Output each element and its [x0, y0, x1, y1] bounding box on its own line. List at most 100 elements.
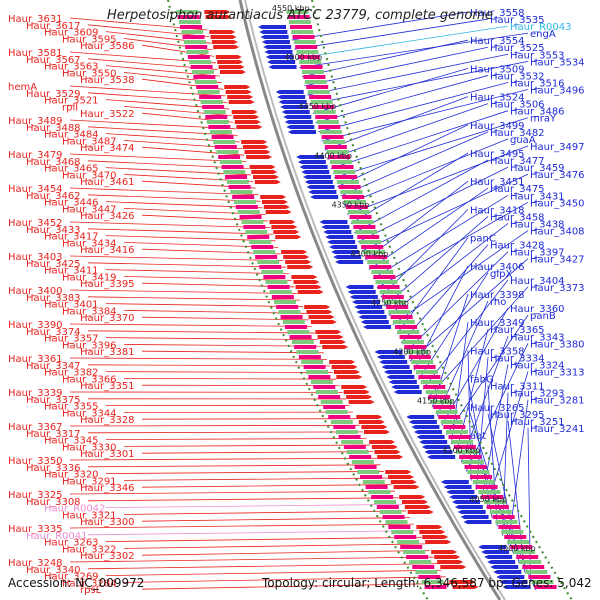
- forward-gene: [361, 425, 388, 429]
- connector-left: [105, 503, 403, 508]
- cog-block-left: [351, 460, 374, 464]
- forward-gene: [319, 340, 346, 344]
- connector-right: [446, 314, 529, 435]
- gene-label-right: Haur_3360: [510, 304, 565, 315]
- cog-block-left: [196, 85, 219, 89]
- tick-band-left: [167, 0, 429, 600]
- connector-right: [312, 68, 469, 114]
- cog-block-left: [385, 520, 408, 524]
- gene-label-left: Haur_3609: [44, 28, 99, 39]
- cog-block-left: [291, 340, 314, 344]
- connector-left: [141, 316, 309, 321]
- cog-block-left: [303, 365, 326, 369]
- forward-gene: [348, 400, 375, 404]
- reverse-gene: [281, 110, 310, 114]
- reverse-gene: [264, 50, 293, 54]
- gene-label-right: Haur_3295: [490, 410, 545, 421]
- cog-block-right: [307, 90, 330, 94]
- cog-block-left: [265, 280, 288, 284]
- tick-label: 4350 kbp: [332, 200, 370, 209]
- connector-left: [141, 583, 450, 590]
- cog-block-left: [186, 50, 209, 54]
- cog-block-right: [323, 140, 346, 144]
- reverse-gene: [327, 240, 356, 244]
- gene-label-left: Haur_3631: [8, 14, 63, 25]
- gene-label-left: Haur_3401: [44, 300, 99, 311]
- forward-gene: [437, 560, 464, 564]
- cog-block-right: [401, 340, 424, 344]
- reverse-gene: [278, 100, 307, 104]
- reverse-gene: [376, 355, 405, 359]
- gene-label-right: Haur_3506: [490, 100, 545, 111]
- connector-right: [315, 75, 489, 124]
- reverse-gene: [388, 380, 417, 384]
- cog-block-right: [386, 305, 409, 309]
- cog-block-right: [331, 165, 354, 169]
- reverse-gene: [452, 500, 480, 504]
- cog-block-left: [267, 285, 290, 289]
- connector-right: [337, 124, 469, 188]
- cog-block-right: [428, 395, 451, 399]
- cog-block-right: [498, 525, 521, 529]
- connector-right: [354, 159, 489, 234]
- connector-right: [361, 173, 529, 252]
- connector-left: [123, 106, 232, 117]
- reverse-gene: [379, 360, 408, 364]
- reverse-gene: [440, 480, 469, 484]
- reverse-gene: [457, 510, 486, 514]
- tick-label: 4500 kbp: [284, 53, 322, 62]
- cog-block-left: [176, 10, 199, 14]
- cog-block-left: [282, 320, 305, 324]
- gene-label-right: Haur_3554: [470, 36, 525, 47]
- forward-gene: [283, 255, 310, 259]
- gene-label-left: Haur_3308: [26, 497, 81, 508]
- tick-label: 4550 kbp: [272, 4, 310, 13]
- gene-label-left: Haur_3487: [62, 136, 117, 147]
- cog-block-left: [261, 270, 284, 274]
- connector-left: [69, 357, 327, 360]
- cog-block-left: [180, 25, 203, 29]
- reverse-gene: [411, 425, 440, 429]
- cog-block-right: [361, 245, 384, 249]
- cog-block-left: [368, 490, 391, 494]
- connector-right: [333, 117, 529, 179]
- gene-label-right: Haur_3534: [530, 57, 585, 68]
- gene-label-left: Haur_3446: [44, 198, 99, 209]
- cog-block-right: [513, 550, 536, 554]
- forward-gene: [333, 370, 360, 374]
- gene-label-left: Haur_3317: [26, 429, 81, 440]
- reverse-gene: [481, 550, 510, 554]
- cog-block-right: [413, 365, 436, 369]
- cog-block-right: [392, 320, 415, 324]
- reverse-gene: [416, 435, 445, 439]
- connector-left: [105, 269, 289, 275]
- connector-left: [69, 289, 298, 294]
- forward-gene: [287, 265, 314, 269]
- backbone-shadow: [244, 0, 506, 600]
- cog-block-right: [384, 300, 406, 304]
- gene-label-right: Haur_3438: [510, 219, 565, 230]
- forward-gene: [425, 540, 452, 544]
- gene-label-right: Haur_3408: [530, 227, 585, 238]
- gene-label-right: Haur_3535: [490, 15, 545, 26]
- genome-summary-text: Topology: circular; Length: 6,346,587 bp…: [262, 576, 592, 590]
- gene-label-left: Haur_3347: [26, 361, 81, 372]
- gene-label-right: engA: [530, 29, 556, 40]
- cog-block-left: [338, 435, 361, 439]
- cog-block-right: [492, 515, 515, 519]
- gene-labels: Haur_3631Haur_3617Haur_3609Haur_3595Haur…: [8, 8, 585, 596]
- cog-block-left: [349, 455, 372, 459]
- forward-gene: [275, 235, 302, 239]
- reverse-gene: [329, 245, 358, 249]
- connector-left: [123, 510, 407, 515]
- reverse-gene: [263, 45, 292, 49]
- connector-right: [327, 103, 489, 160]
- gene-label-right: Haur_3418: [470, 205, 525, 216]
- cog-block-right: [390, 315, 413, 319]
- connector-right: [321, 89, 529, 142]
- cog-block-left: [305, 370, 328, 374]
- cog-block-left: [354, 465, 377, 469]
- cog-block-right: [438, 415, 461, 419]
- gene-label-right: Haur_R0043: [510, 22, 572, 33]
- forward-gene: [271, 225, 298, 229]
